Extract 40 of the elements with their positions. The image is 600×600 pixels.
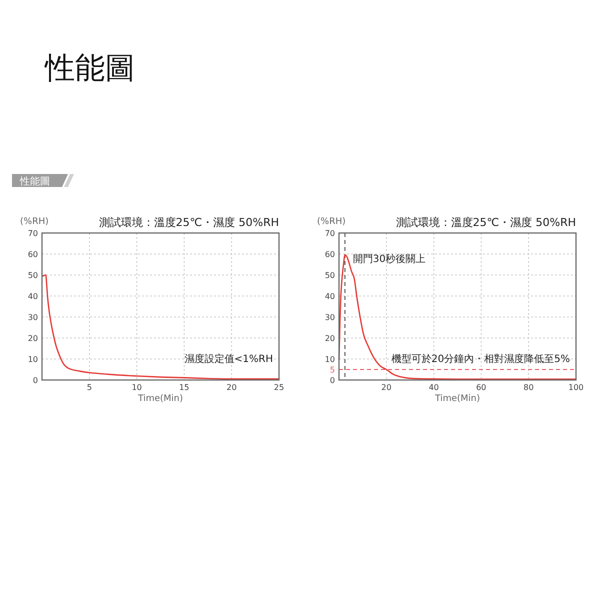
y-tick-label: 0: [32, 376, 38, 385]
y-tick-label: 40: [28, 292, 38, 301]
x-tick-label: 60: [476, 383, 486, 392]
ref-line-label: 5: [330, 366, 335, 374]
y-tick-label: 30: [324, 313, 335, 322]
y-tick-label: 10: [324, 355, 335, 364]
annotation: 開門30秒後關上: [352, 253, 426, 266]
line-series: [338, 254, 577, 380]
x-tick-label: 40: [428, 383, 439, 392]
y-tick-label: 60: [324, 250, 335, 259]
x-tick-label: 20: [226, 383, 237, 392]
y-tick-label: 70: [324, 229, 335, 238]
y-tick-label: 10: [28, 355, 38, 364]
x-tick-label: 15: [179, 383, 190, 392]
x-tick-label: 25: [274, 383, 284, 392]
y-axis-title: (%RH): [317, 217, 346, 227]
x-tick-label: 80: [524, 383, 534, 392]
text: 性能圖: [19, 176, 50, 188]
y-tick-label: 30: [28, 313, 38, 322]
y-tick-label: 20: [324, 334, 335, 343]
x-tick-label: 100: [568, 383, 584, 392]
x-tick-label: 20: [381, 383, 392, 392]
annotation: 濕度設定值<1%RH: [184, 353, 273, 365]
y-tick-label: 40: [324, 292, 335, 301]
y-axis-title: (%RH): [20, 217, 49, 227]
chart-title: 測試環境：溫度25℃・濕度 50%RH: [396, 216, 576, 229]
y-tick-label: 0: [330, 376, 335, 385]
text: 性能圖: [44, 51, 135, 86]
x-axis-title: Time(Min): [434, 394, 480, 404]
y-tick-label: 50: [324, 271, 335, 280]
x-tick-label: 10: [132, 383, 142, 392]
x-axis-title: Time(Min): [136, 394, 184, 404]
x-tick-label: 5: [86, 383, 92, 392]
y-tick-label: 20: [28, 334, 38, 343]
y-tick-label: 60: [28, 250, 38, 259]
y-tick-label: 50: [28, 271, 38, 280]
y-tick-label: 70: [28, 229, 38, 238]
annotation: 機型可於20分鐘內・相對濕度降低至5%: [391, 353, 570, 365]
line-series: [42, 274, 280, 380]
chart-title: 測試環境：溫度25℃・濕度 50%RH: [98, 216, 279, 229]
